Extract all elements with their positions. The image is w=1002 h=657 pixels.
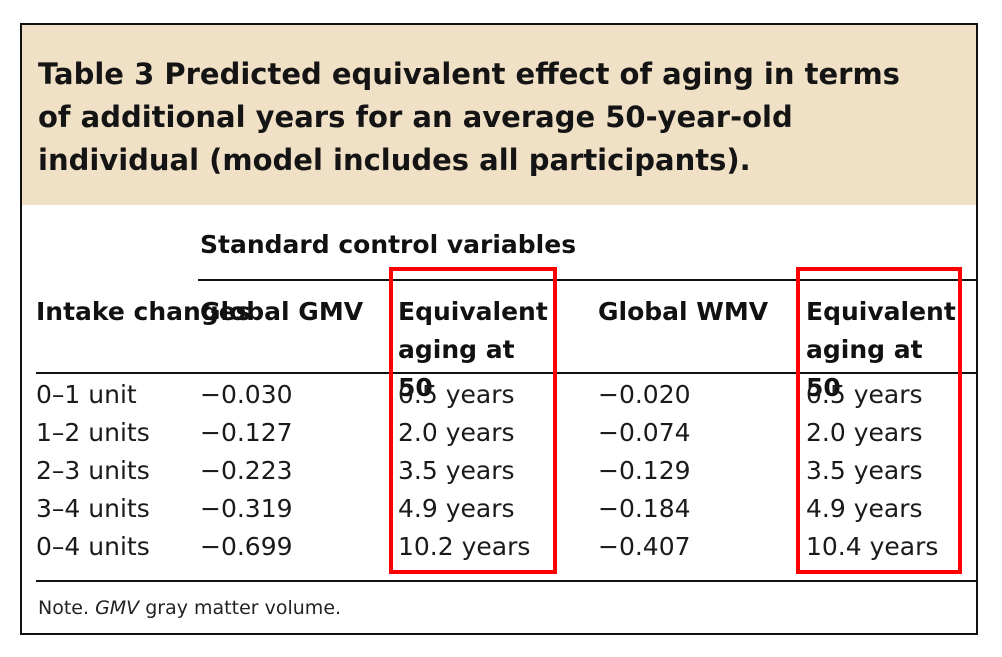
cell-gmv: −0.223 xyxy=(200,456,293,485)
header-rule xyxy=(36,372,976,374)
cell-aging-wmv: 0.5 years xyxy=(806,380,923,409)
cell-aging-wmv: 3.5 years xyxy=(806,456,923,485)
col-header-aging-wmv: Equivalent aging at 50 xyxy=(806,297,956,402)
title-band: Table 3 Predicted equivalent effect of a… xyxy=(22,25,976,205)
cell-wmv: −0.129 xyxy=(598,456,691,485)
group-rule xyxy=(198,279,976,281)
cell-intake: 0–4 units xyxy=(36,532,150,561)
highlight-box-gmv-aging xyxy=(389,267,557,574)
highlight-box-wmv-aging xyxy=(796,267,962,574)
cell-intake: 0–1 unit xyxy=(36,380,137,409)
note-text: gray matter volume. xyxy=(139,597,342,619)
col-header-intake: Intake changes xyxy=(36,297,251,326)
cell-aging-gmv: 0.5 years xyxy=(398,380,515,409)
cell-aging-gmv: 10.2 years xyxy=(398,532,531,561)
cell-aging-wmv: 10.4 years xyxy=(806,532,939,561)
bottom-rule xyxy=(36,580,976,582)
cell-wmv: −0.184 xyxy=(598,494,691,523)
cell-aging-wmv: 4.9 years xyxy=(806,494,923,523)
table-frame: Table 3 Predicted equivalent effect of a… xyxy=(20,23,978,635)
cell-aging-gmv: 4.9 years xyxy=(398,494,515,523)
cell-intake: 3–4 units xyxy=(36,494,150,523)
col-header-gmv: Global GMV xyxy=(200,297,364,326)
cell-wmv: −0.020 xyxy=(598,380,691,409)
table-note: Note. GMV gray matter volume. xyxy=(38,597,341,619)
cell-aging-gmv: 2.0 years xyxy=(398,418,515,447)
cell-intake: 1–2 units xyxy=(36,418,150,447)
cell-aging-gmv: 3.5 years xyxy=(398,456,515,485)
col-header-wmv: Global WMV xyxy=(598,297,769,326)
cell-intake: 2–3 units xyxy=(36,456,150,485)
cell-wmv: −0.407 xyxy=(598,532,691,561)
cell-gmv: −0.319 xyxy=(200,494,293,523)
group-header: Standard control variables xyxy=(200,230,577,259)
cell-wmv: −0.074 xyxy=(598,418,691,447)
cell-gmv: −0.030 xyxy=(200,380,293,409)
note-abbreviation: GMV xyxy=(95,597,140,619)
table-title: Table 3 Predicted equivalent effect of a… xyxy=(38,57,900,177)
col-header-aging-gmv: Equivalent aging at 50 xyxy=(398,297,548,402)
cell-gmv: −0.127 xyxy=(200,418,293,447)
cell-gmv: −0.699 xyxy=(200,532,293,561)
cell-aging-wmv: 2.0 years xyxy=(806,418,923,447)
note-prefix: Note. xyxy=(38,597,96,619)
